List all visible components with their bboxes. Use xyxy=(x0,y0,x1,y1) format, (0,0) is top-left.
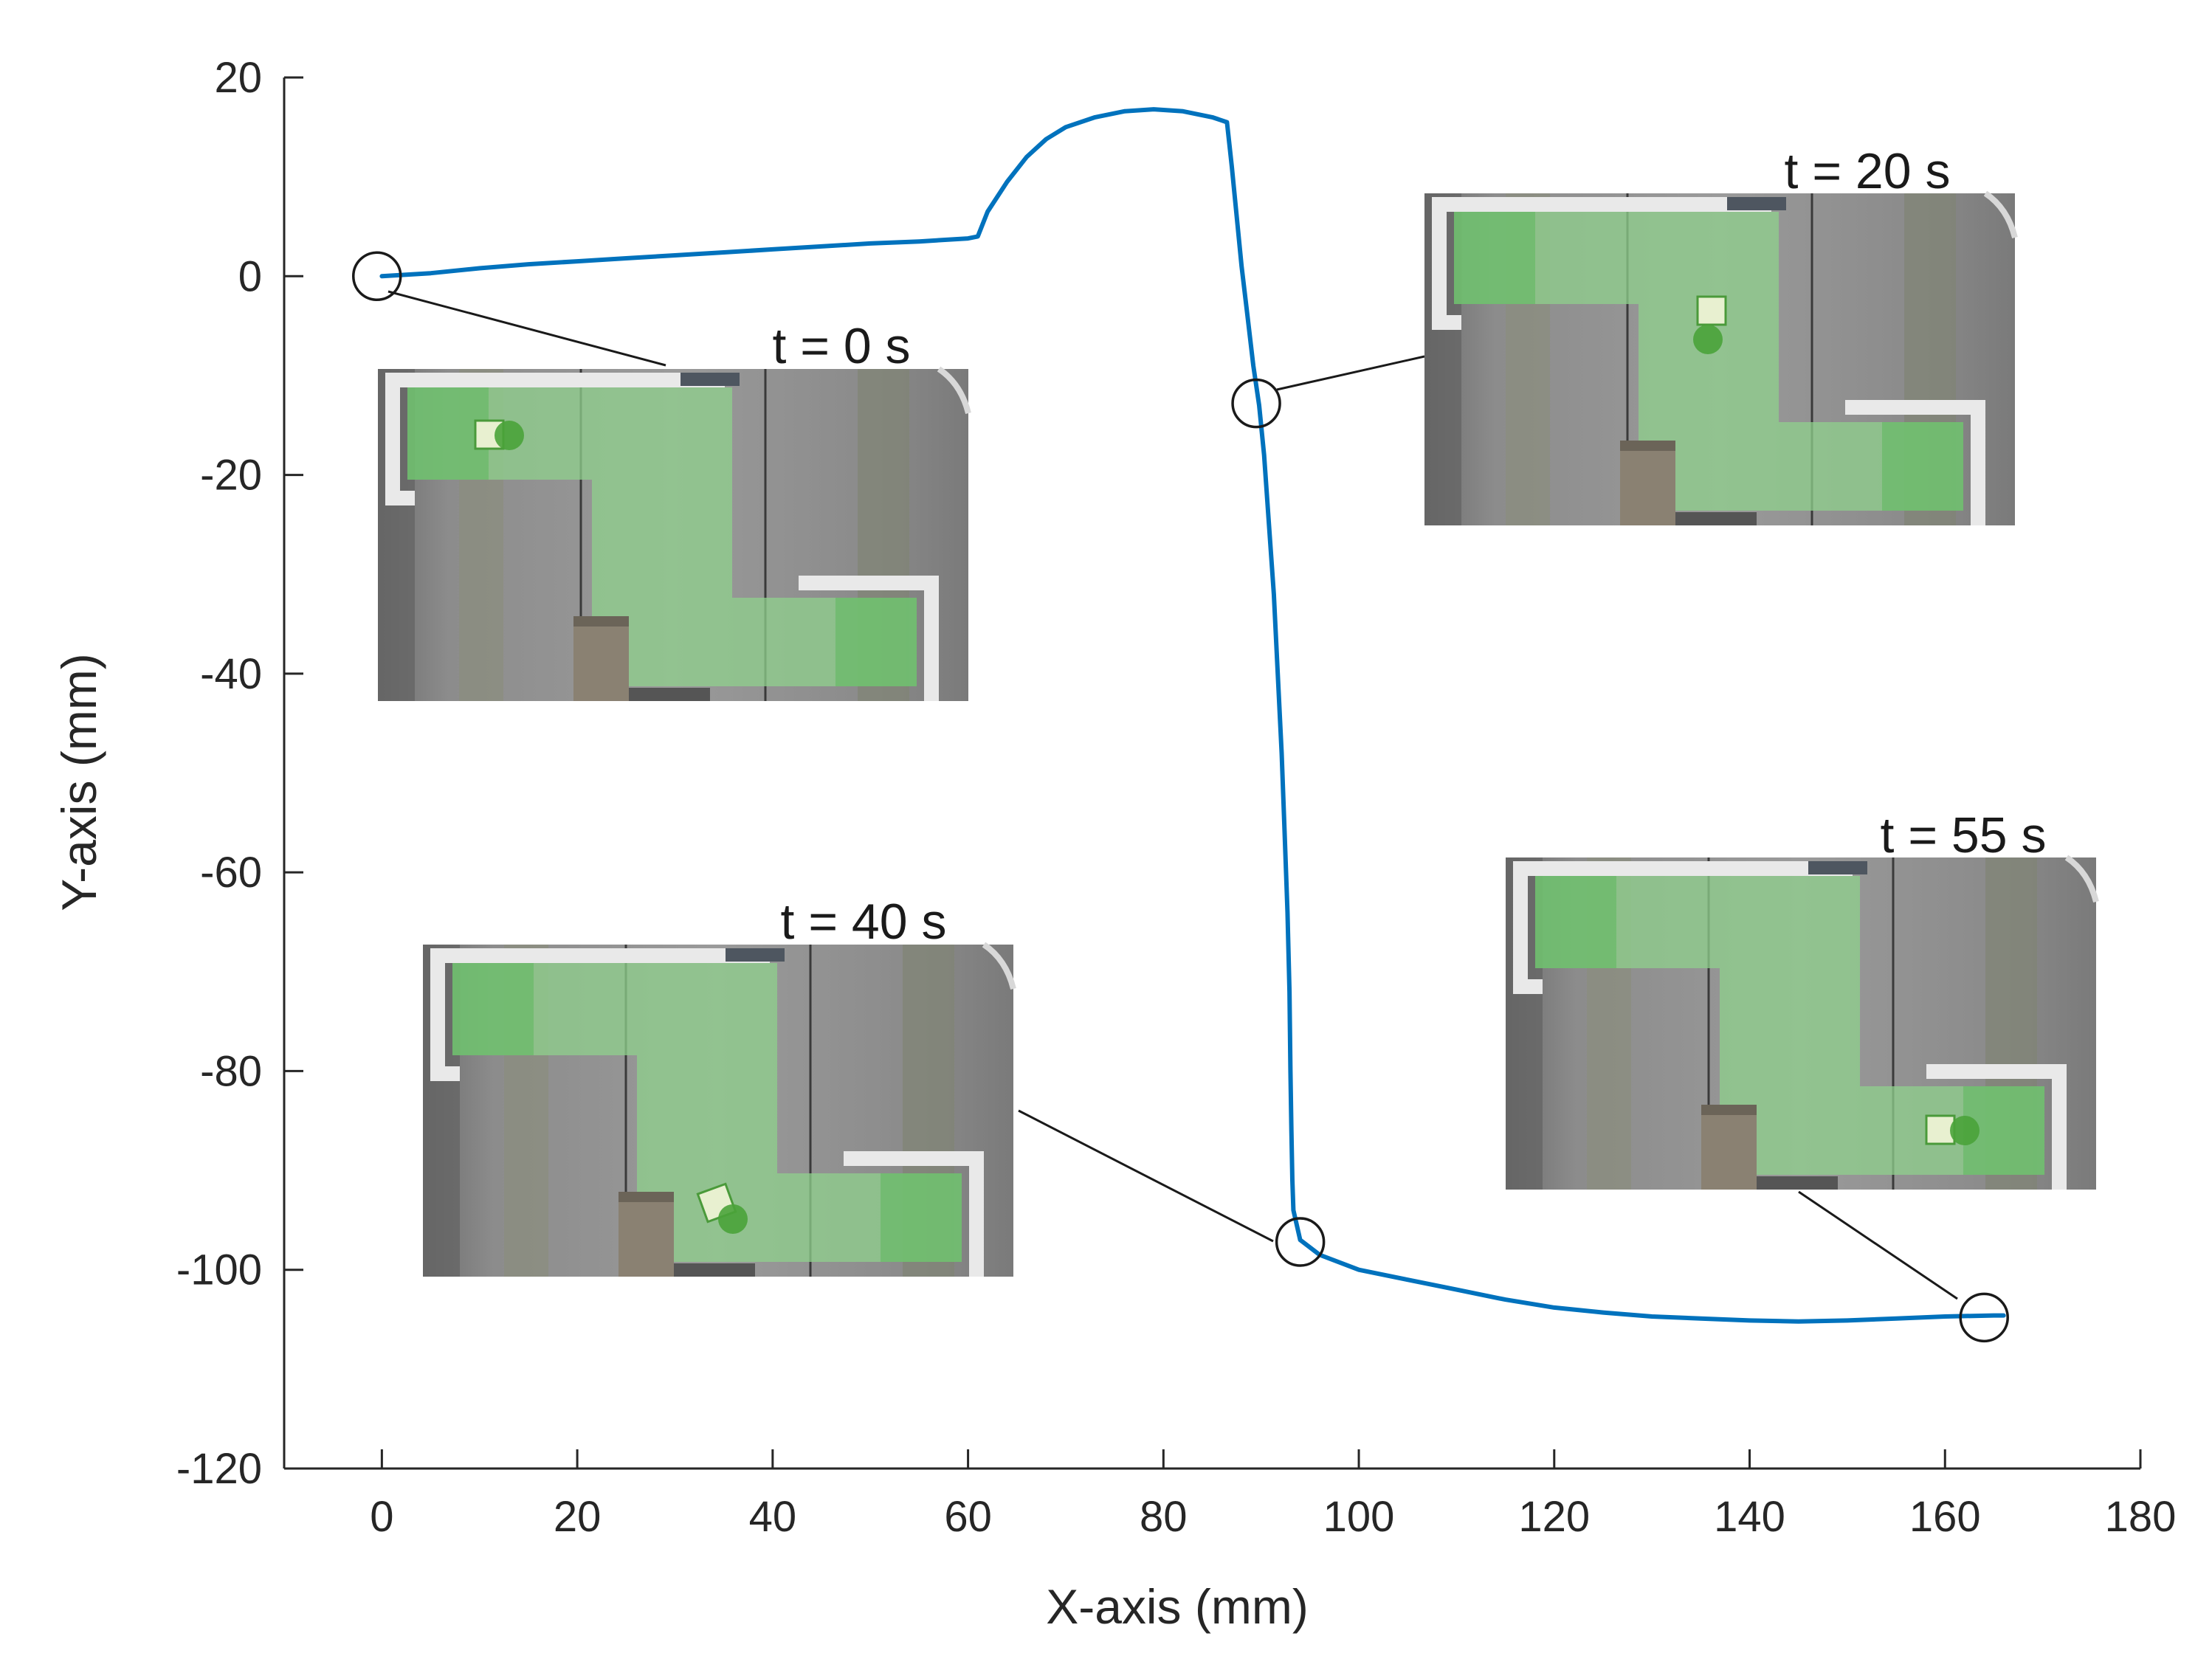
connectors xyxy=(387,290,1958,1300)
object-t0 xyxy=(474,419,524,450)
x-axis-title: X-axis (mm) xyxy=(1046,1579,1309,1634)
y-tick-label: 20 xyxy=(214,54,262,102)
x-tick-label: 160 xyxy=(1909,1493,1981,1541)
x-tick-label: 0 xyxy=(370,1493,393,1541)
marker-layer xyxy=(352,251,2009,1343)
x-tick-label: 100 xyxy=(1323,1493,1395,1541)
y-axis-title: Y-axis (mm) xyxy=(52,653,106,911)
object-t55 xyxy=(1925,1114,1980,1145)
photo-inset-t20 xyxy=(1424,193,2015,525)
series-line-0 xyxy=(379,107,2006,1324)
connector-line-t55 xyxy=(1798,1190,1958,1300)
marker-circle-1 xyxy=(1231,378,1281,429)
photo-inset-t55 xyxy=(1506,857,2096,1190)
x-tick-label: 40 xyxy=(749,1493,797,1541)
x-tick-label: 20 xyxy=(554,1493,602,1541)
y-tick-label: -40 xyxy=(200,650,262,698)
x-tick-label: 80 xyxy=(1140,1493,1188,1541)
annotation-label-t40: t = 40 s xyxy=(781,894,947,950)
x-tick-label: 180 xyxy=(2105,1493,2177,1541)
x-axis-ticks: 0 20 40 60 80 100 120 140 160 180 xyxy=(370,1449,2176,1541)
y-tick-label: 0 xyxy=(238,252,262,300)
x-tick-label: 60 xyxy=(944,1493,992,1541)
series-layer xyxy=(379,107,2006,1324)
photo-inset-t40 xyxy=(423,945,1013,1277)
y-tick-label: -60 xyxy=(200,849,262,897)
object-t40 xyxy=(696,1182,748,1234)
connector-line-t40 xyxy=(1018,1109,1274,1243)
annotation-label-t55: t = 55 s xyxy=(1881,807,2047,863)
connector-line-t20 xyxy=(1276,355,1425,391)
annotation-label-t0: t = 0 s xyxy=(772,318,910,374)
marker-circle-0 xyxy=(352,251,402,302)
marker-circle-2 xyxy=(1275,1217,1326,1267)
photo-inset-t0 xyxy=(378,369,968,701)
axes xyxy=(283,77,2140,1470)
marker-circle-3 xyxy=(1959,1292,2009,1343)
x-tick-label: 120 xyxy=(1518,1493,1590,1541)
object-t20 xyxy=(1693,295,1727,354)
connector-line-t0 xyxy=(387,290,666,367)
y-tick-label: -80 xyxy=(200,1047,262,1095)
annotation-label-t20: t = 20 s xyxy=(1785,143,1951,199)
y-tick-label: -100 xyxy=(176,1246,262,1294)
y-tick-label: -20 xyxy=(200,452,262,500)
y-tick-label: -120 xyxy=(176,1445,262,1493)
y-axis-ticks: 20 0 -20 -40 -60 -80 -100 -120 xyxy=(176,54,303,1493)
x-tick-label: 140 xyxy=(1714,1493,1785,1541)
